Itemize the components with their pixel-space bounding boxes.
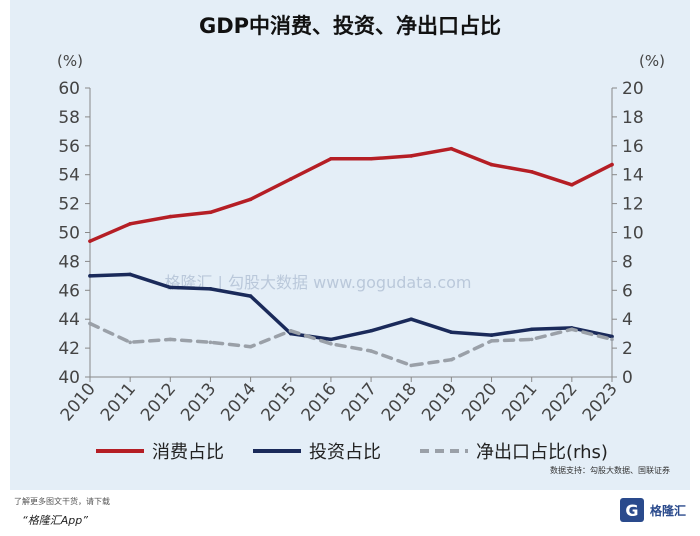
data-point [208,210,213,215]
data-point [610,334,614,339]
x-tick-label: 2015 [257,379,300,425]
x-tick-label: 2014 [217,379,260,425]
right-tick-label: 4 [622,310,633,330]
x-tick-label: 2018 [378,379,421,425]
left-tick-label: 40 [58,368,80,388]
x-tick-label: 2022 [539,379,582,425]
right-tick-label: 2 [622,339,633,359]
data-point [529,327,534,332]
right-tick-label: 0 [622,368,633,388]
data-point [88,321,92,326]
right-tick-label: 20 [622,79,644,99]
data-point [409,317,414,322]
data-point [248,344,253,349]
data-point [248,197,253,202]
data-point [449,330,454,335]
data-point [489,333,494,337]
data-point [570,327,574,332]
left-tick-label: 50 [58,224,80,244]
source-note: 数据支持：勾股大数据、国联证券 [550,466,670,475]
x-tick-label: 2019 [418,379,461,425]
left-tick-label: 56 [58,137,80,157]
data-point [208,340,213,345]
data-point [409,363,414,368]
data-point [168,337,173,342]
series-line-0 [88,146,614,243]
data-point [610,162,614,167]
app-name: “格隆汇App” [22,514,88,527]
data-point [128,340,132,345]
data-point [529,170,534,174]
chart-title: GDP中消费、投资、净出口占比 [198,14,502,38]
right-tick-label: 16 [622,137,644,157]
right-tick-label: 18 [622,108,644,128]
x-tick-label: 2020 [458,379,501,425]
data-point [369,328,373,333]
data-point [529,337,534,342]
data-point [489,162,494,167]
left-tick-label: 48 [58,252,80,272]
right-axis-unit: (%) [639,52,665,70]
left-tick-label: 42 [58,339,80,359]
right-tick-label: 10 [622,224,644,244]
data-point [208,287,213,291]
series-line-2 [88,321,614,368]
right-tick-label: 6 [622,281,633,301]
data-point [288,177,293,181]
right-tick-label: 14 [622,166,644,186]
left-axis-unit: (%) [57,52,83,70]
data-point [329,337,333,342]
data-point [248,294,253,298]
data-point [128,272,132,277]
legend-label-1: 投资占比 [309,442,381,463]
x-tick-label: 2016 [298,379,341,425]
data-point [570,183,574,187]
left-tick-label: 54 [58,166,80,186]
data-point [369,349,373,353]
watermark-text: 格隆汇 | 勾股大数据 www.gogudata.com [164,273,471,292]
chart-panel [10,0,690,490]
data-point [409,154,414,158]
data-point [88,239,92,243]
download-hint: 了解更多图文干货，请下载 [14,497,110,506]
left-tick-label: 58 [58,108,80,128]
data-point [610,337,614,342]
x-tick-label: 2023 [579,379,622,425]
right-tick-label: 8 [622,252,633,272]
data-point [449,357,454,362]
x-tick-label: 2017 [338,379,381,425]
data-point [288,328,293,333]
left-tick-label: 46 [58,281,80,301]
series-layer [88,146,614,368]
data-point [449,146,454,151]
legend-label-2: 净出口占比(rhs) [476,442,608,463]
brand-icon: G [619,498,644,522]
x-tick-label: 2011 [97,379,140,425]
brand-text: 格隆汇 [649,503,686,518]
left-tick-label: 60 [58,79,80,99]
x-tick-label: 2013 [177,379,220,425]
x-tick-label: 2021 [498,379,541,425]
axes-layer: 4042444648505254565860(%)024681012141618… [57,52,665,425]
legend-layer: 消费占比 投资占比 净出口占比(rhs) [96,442,608,463]
legend-label-0: 消费占比 [152,442,224,463]
right-tick-label: 12 [622,195,644,215]
brand-logo: G 格隆汇 [619,498,686,522]
data-point [369,157,373,161]
data-point [168,214,173,219]
left-tick-label: 44 [58,310,80,330]
data-point [329,157,333,161]
series-line-1 [88,272,614,342]
data-point [128,222,132,226]
data-point [88,274,92,278]
line-chart: 4042444648505254565860(%)024681012141618… [57,52,665,463]
data-point [329,341,333,346]
data-point [168,285,173,290]
left-tick-label: 52 [58,195,80,215]
x-tick-label: 2012 [137,379,180,425]
data-point [489,339,494,343]
footer: 了解更多图文干货，请下载 “格隆汇App” G 格隆汇 [0,490,700,536]
watermark-layer: 格隆汇 | 勾股大数据 www.gogudata.com [164,273,471,292]
